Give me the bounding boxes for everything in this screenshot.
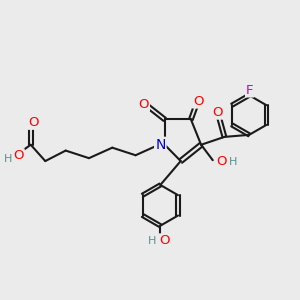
Text: O: O [193,94,203,108]
Text: O: O [28,116,38,129]
Text: O: O [212,106,222,118]
Text: O: O [13,149,24,162]
Text: H: H [229,157,237,167]
Text: H: H [148,236,156,246]
Text: F: F [246,83,253,97]
Text: N: N [155,138,166,152]
Text: O: O [159,234,170,248]
Text: H: H [4,154,12,164]
Text: O: O [139,98,149,111]
Text: O: O [216,155,227,168]
